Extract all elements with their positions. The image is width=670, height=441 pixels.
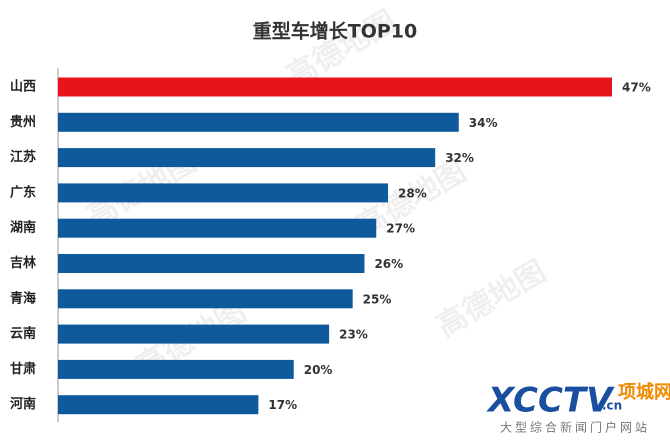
value-label: 25% bbox=[363, 292, 392, 306]
category-label: 河南 bbox=[10, 396, 36, 412]
watermark: 高德地图 bbox=[431, 254, 552, 344]
category-label: 青海 bbox=[10, 290, 36, 306]
value-label: 28% bbox=[398, 186, 427, 200]
value-label: 17% bbox=[268, 398, 297, 412]
value-label: 27% bbox=[386, 222, 415, 236]
bar bbox=[58, 77, 612, 97]
category-label: 贵州 bbox=[10, 114, 36, 130]
logo-name: 项城网 bbox=[618, 381, 670, 403]
logo-brand: XCCTV bbox=[486, 381, 615, 421]
bar bbox=[58, 359, 294, 379]
category-label: 甘肃 bbox=[10, 361, 36, 377]
bar bbox=[58, 324, 330, 344]
value-label: 20% bbox=[304, 363, 333, 377]
logo-domain: .cn bbox=[602, 399, 622, 413]
category-label: 广东 bbox=[10, 184, 36, 200]
category-label: 江苏 bbox=[10, 149, 36, 165]
bar bbox=[58, 183, 389, 203]
bar bbox=[58, 254, 365, 273]
category-label: 云南 bbox=[10, 326, 36, 342]
bar bbox=[58, 148, 436, 168]
value-label: 32% bbox=[445, 151, 474, 165]
category-label: 山西 bbox=[10, 79, 36, 95]
bar bbox=[58, 395, 259, 415]
chart-title: 重型车增长TOP10 bbox=[253, 20, 417, 43]
logo-slogan: 大型综合新闻门户网站 bbox=[500, 420, 650, 435]
bar bbox=[58, 218, 377, 238]
value-label: 23% bbox=[339, 328, 368, 342]
category-label: 吉林 bbox=[10, 255, 36, 271]
value-label: 26% bbox=[374, 257, 403, 271]
logo: XCCTV .cn 项城网 大型综合新闻门户网站 bbox=[486, 381, 670, 435]
bar bbox=[58, 112, 459, 132]
bar bbox=[58, 289, 353, 309]
category-label: 湖南 bbox=[10, 220, 36, 236]
value-label: 34% bbox=[469, 116, 498, 130]
value-label: 47% bbox=[622, 81, 651, 95]
